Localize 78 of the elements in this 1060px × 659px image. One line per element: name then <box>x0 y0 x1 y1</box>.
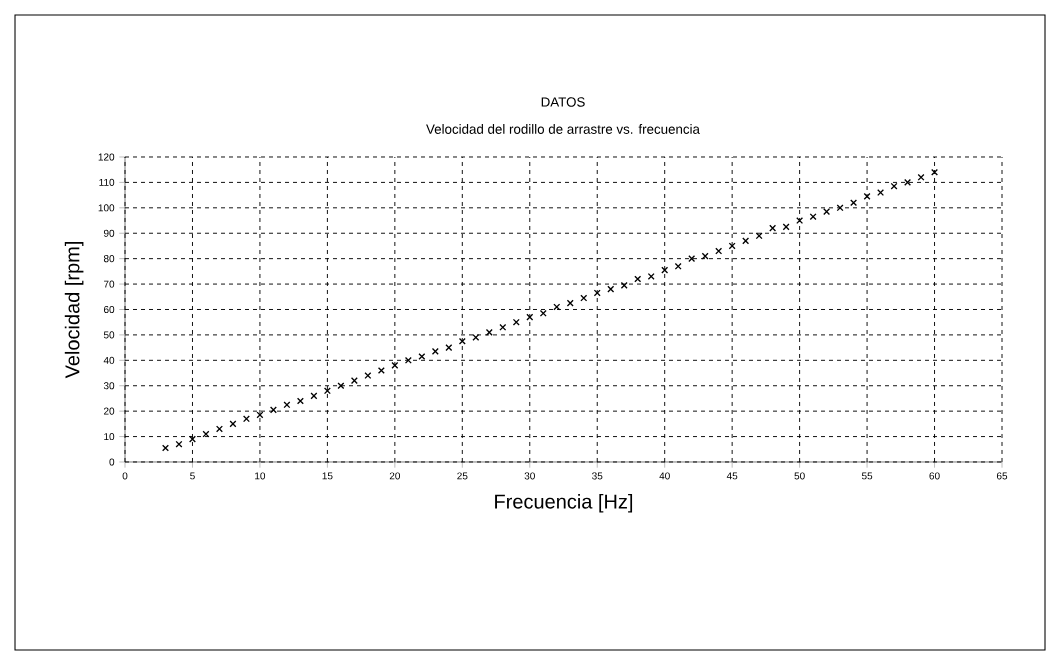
point <box>917 173 925 181</box>
x-tick-label: 5 <box>190 472 195 480</box>
y-tick-label: 20 <box>103 407 115 415</box>
point <box>175 440 183 448</box>
point <box>188 435 196 443</box>
point <box>391 361 399 369</box>
point <box>458 337 466 345</box>
point <box>931 168 939 176</box>
y-tick-label: 10 <box>104 433 115 441</box>
point <box>890 182 898 190</box>
chart-title: DATOS <box>541 97 585 107</box>
point <box>418 353 426 361</box>
point <box>364 372 372 380</box>
point <box>661 266 669 274</box>
point <box>580 294 588 302</box>
point <box>742 237 750 245</box>
point <box>796 217 804 225</box>
point <box>445 344 453 352</box>
point <box>215 425 223 433</box>
point <box>593 289 601 297</box>
point <box>769 224 777 232</box>
point <box>836 204 844 212</box>
x-tick-label: 0 <box>122 472 128 480</box>
point <box>850 199 858 207</box>
y-tick-label: 40 <box>103 356 115 364</box>
point <box>229 420 237 428</box>
x-tick-label: 45 <box>726 472 738 480</box>
point <box>620 281 628 289</box>
y-tick-label: 60 <box>103 305 115 314</box>
point <box>553 303 561 311</box>
x-tick-label: 15 <box>322 472 333 480</box>
x-tick-label: 10 <box>255 472 266 480</box>
x-tick-label: 65 <box>996 472 1008 480</box>
point <box>242 415 250 423</box>
point <box>485 328 493 336</box>
point <box>526 313 534 321</box>
point <box>323 387 331 395</box>
x-tick-label: 30 <box>524 472 535 480</box>
point <box>674 262 682 270</box>
y-tick-label: 80 <box>103 255 115 263</box>
point <box>809 213 817 221</box>
point <box>512 318 520 326</box>
x-tick-label: 40 <box>659 472 670 480</box>
y-tick-label: 100 <box>98 204 115 212</box>
point <box>647 272 655 280</box>
point <box>296 397 304 405</box>
point <box>499 323 507 331</box>
point <box>472 333 480 341</box>
point <box>161 444 169 452</box>
x-tick-label: 55 <box>861 472 873 480</box>
point <box>566 299 574 307</box>
point <box>715 247 723 255</box>
y-tick-label: 120 <box>98 153 115 161</box>
y-tick-label: 0 <box>109 458 115 466</box>
x-tick-label: 20 <box>389 472 401 480</box>
point <box>337 382 345 390</box>
y-tick-label: 50 <box>103 331 115 339</box>
point <box>634 275 642 283</box>
y-tick-label: 90 <box>103 229 115 237</box>
point <box>728 242 736 250</box>
x-tick-label: 25 <box>457 472 468 480</box>
x-axis-title: Frecuencia [Hz] <box>495 493 633 513</box>
point <box>269 406 277 414</box>
y-axis-title: Velocidad [rpm] <box>64 242 84 379</box>
point <box>377 366 385 374</box>
x-tick-label: 60 <box>929 472 940 480</box>
y-tick-label: 30 <box>103 382 115 390</box>
y-tick-label: 110 <box>99 178 115 186</box>
chart-subtitle: Velocidad del rodillo de arrastre vs. frecuencia <box>426 124 700 134</box>
point <box>283 401 291 409</box>
x-tick-label: 35 <box>592 472 603 480</box>
x-tick-label: 50 <box>794 472 805 480</box>
y-tick-label: 70 <box>104 280 115 288</box>
point <box>431 347 439 355</box>
point <box>607 285 615 293</box>
point <box>755 232 763 240</box>
point <box>701 252 709 260</box>
point <box>863 192 871 200</box>
